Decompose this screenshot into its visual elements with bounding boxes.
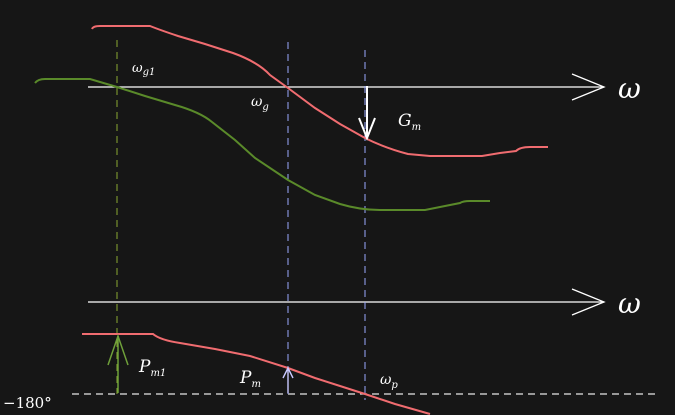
magnitude-curve-green bbox=[34, 78, 490, 211]
omega-p-label: ωp bbox=[380, 372, 398, 391]
gain-margin-label: Gm bbox=[398, 111, 421, 133]
phase-margin-1-arrowhead bbox=[107, 333, 129, 366]
phase-margin-1-label: Pm1 bbox=[138, 357, 166, 379]
magnitude-axis-arrowhead bbox=[571, 73, 606, 101]
gain-margin-arrowhead bbox=[358, 117, 376, 141]
phase-margin-arrowhead bbox=[282, 366, 294, 379]
omega-label-top: ω bbox=[618, 72, 641, 105]
phase-margin-label: Pm bbox=[239, 368, 261, 390]
omega-g-label: ωg bbox=[251, 94, 269, 113]
magnitude-curve-red bbox=[91, 25, 548, 157]
omega-g1-label: ωg1 bbox=[132, 61, 155, 78]
omega-label-bottom: ω bbox=[618, 287, 641, 320]
minus-180-label: −180° bbox=[3, 394, 52, 412]
phase-axis-arrowhead bbox=[571, 288, 606, 316]
phase-curve bbox=[82, 333, 431, 415]
